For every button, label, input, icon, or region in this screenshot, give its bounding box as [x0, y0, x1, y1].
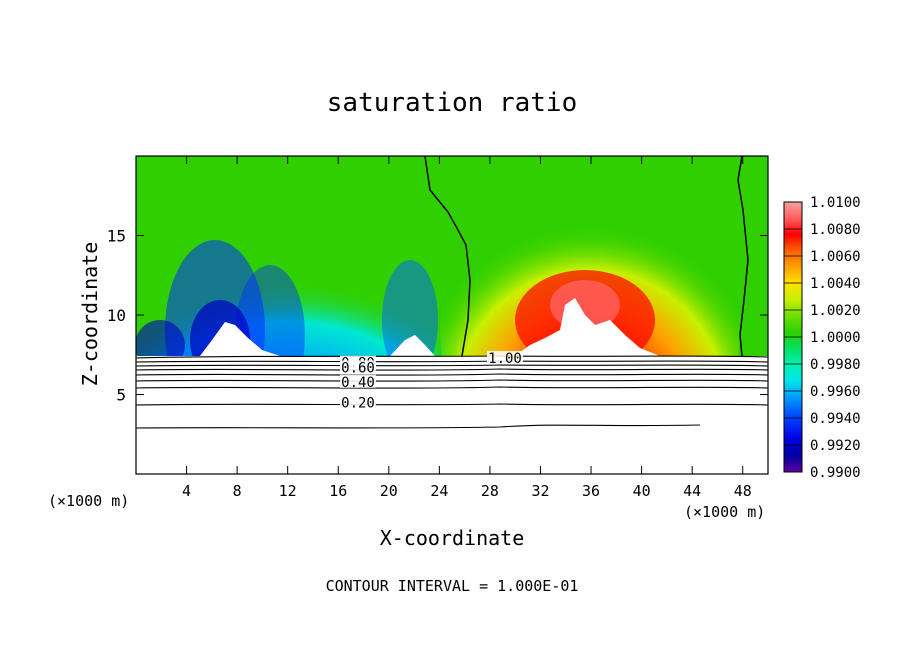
x-tick-label: 44	[683, 482, 701, 500]
colorbar-label: 1.0020	[810, 303, 861, 319]
y-axis-ticks: 5 10 15	[107, 227, 768, 405]
x-tick-label: 36	[582, 482, 600, 500]
x-tick-label: 28	[481, 482, 499, 500]
x-axis-unit: (×1000 m)	[684, 503, 766, 521]
colorbar-label: 1.0080	[810, 222, 861, 238]
y-tick-label: 10	[107, 306, 126, 325]
chart-title: saturation ratio	[326, 88, 578, 118]
colorbar-ticks: 1.0100 1.0080 1.0060 1.0040 1.0020 1.0000 0.99…	[784, 195, 861, 481]
y-axis-label: Z-coordinate	[78, 241, 102, 387]
contour-interval-note: CONTOUR INTERVAL = 1.000E-01	[325, 577, 579, 595]
contour-labels: 1.000.800.600.400.20	[340, 350, 523, 411]
contour-label: 0.60	[341, 360, 375, 376]
x-tick-label: 12	[279, 482, 297, 500]
colorbar-label: 1.0040	[810, 276, 861, 292]
x-tick-label: 16	[329, 482, 347, 500]
y-axis-unit: (×1000 m)	[48, 492, 130, 510]
x-axis-ticks: 4 8 12 16 20 24 28 32 36 40 44 48	[182, 156, 752, 500]
x-tick-label: 8	[233, 482, 242, 500]
x-tick-label: 4	[182, 482, 191, 500]
x-tick-label: 40	[633, 482, 651, 500]
x-tick-label: 48	[734, 482, 752, 500]
x-axis-label: X-coordinate	[379, 526, 525, 550]
colorbar-label: 0.9980	[810, 357, 861, 373]
contour-label: 1.00	[488, 351, 522, 367]
y-tick-label: 15	[107, 227, 126, 246]
colorbar-label: 1.0060	[810, 249, 861, 265]
x-tick-label: 32	[531, 482, 549, 500]
colorbar-label: 0.9940	[810, 411, 861, 427]
colorbar-label: 0.9900	[810, 465, 861, 481]
x-tick-label: 24	[430, 482, 448, 500]
colorbar-label: 0.9920	[810, 438, 861, 454]
contour-label: 0.40	[341, 375, 375, 391]
colorbar-label: 0.9960	[810, 384, 861, 400]
y-tick-label: 5	[116, 386, 126, 405]
x-tick-label: 20	[380, 482, 398, 500]
contour-label: 0.20	[341, 395, 375, 411]
colorbar-label: 1.0000	[810, 330, 861, 346]
colorbar-label: 1.0100	[810, 195, 861, 211]
saturation-field	[136, 156, 768, 356]
